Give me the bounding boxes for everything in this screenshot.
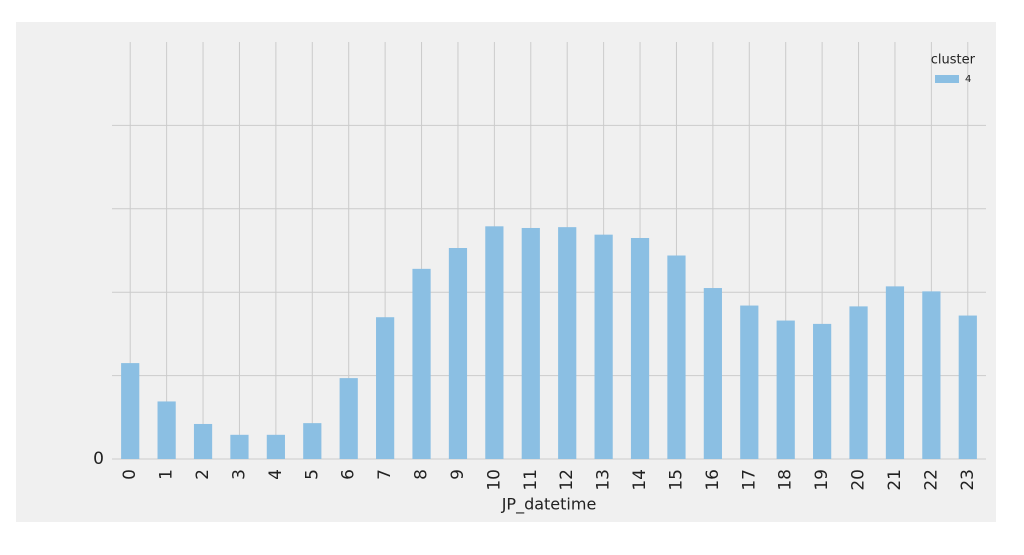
x-axis-label: JP_datetime	[501, 495, 597, 515]
x-tick-label: 18	[776, 469, 796, 491]
bar	[594, 234, 613, 459]
bar	[703, 288, 722, 459]
x-tick-label: 21	[885, 469, 905, 491]
bar	[813, 323, 832, 459]
bar	[885, 286, 905, 459]
x-tick-label: 14	[630, 469, 650, 491]
bar	[121, 363, 140, 459]
x-tick-label: 8	[412, 469, 432, 480]
x-tick-label: 10	[484, 469, 504, 491]
x-tick-label: 16	[703, 469, 723, 491]
x-tick-label: 15	[666, 469, 686, 491]
x-tick-label: 13	[594, 469, 614, 491]
x-tick-label: 4	[266, 469, 286, 480]
panel	[16, 22, 996, 522]
x-tick-label: 5	[302, 469, 322, 480]
legend-label: 4	[965, 74, 971, 85]
bar	[303, 423, 322, 459]
x-tick-label: 19	[812, 469, 832, 491]
bar	[412, 268, 431, 459]
bar	[740, 305, 759, 459]
x-tick-label: 20	[849, 469, 869, 491]
legend-title: cluster	[931, 53, 976, 68]
bar	[376, 317, 395, 459]
x-tick-label: 0	[120, 469, 140, 480]
bar	[849, 306, 868, 459]
x-tick-label: 12	[557, 469, 577, 491]
bar	[958, 315, 977, 459]
bar	[193, 423, 213, 459]
x-tick-label: 6	[339, 469, 359, 480]
x-tick-label: 22	[921, 469, 941, 491]
x-tick-label: 17	[739, 469, 759, 491]
x-tick-label: 7	[375, 469, 395, 480]
x-tick-label: 3	[229, 469, 249, 480]
x-tick-label: 1	[157, 469, 177, 480]
bar	[776, 320, 795, 459]
y-tick-label: 0	[93, 449, 104, 469]
x-tick-label: 9	[448, 469, 468, 480]
bar	[558, 227, 577, 459]
bar	[230, 434, 249, 459]
bar	[157, 401, 176, 459]
bar	[339, 378, 358, 459]
x-tick-label: 11	[521, 469, 541, 491]
bar	[922, 291, 941, 459]
bar	[630, 237, 650, 459]
bar	[266, 434, 285, 459]
x-tick-label: 2	[193, 469, 213, 480]
bar	[485, 226, 504, 459]
bar	[667, 255, 686, 459]
legend-swatch	[935, 75, 959, 83]
bar	[448, 247, 468, 459]
x-tick-label: 23	[958, 469, 978, 491]
bar	[521, 227, 540, 459]
